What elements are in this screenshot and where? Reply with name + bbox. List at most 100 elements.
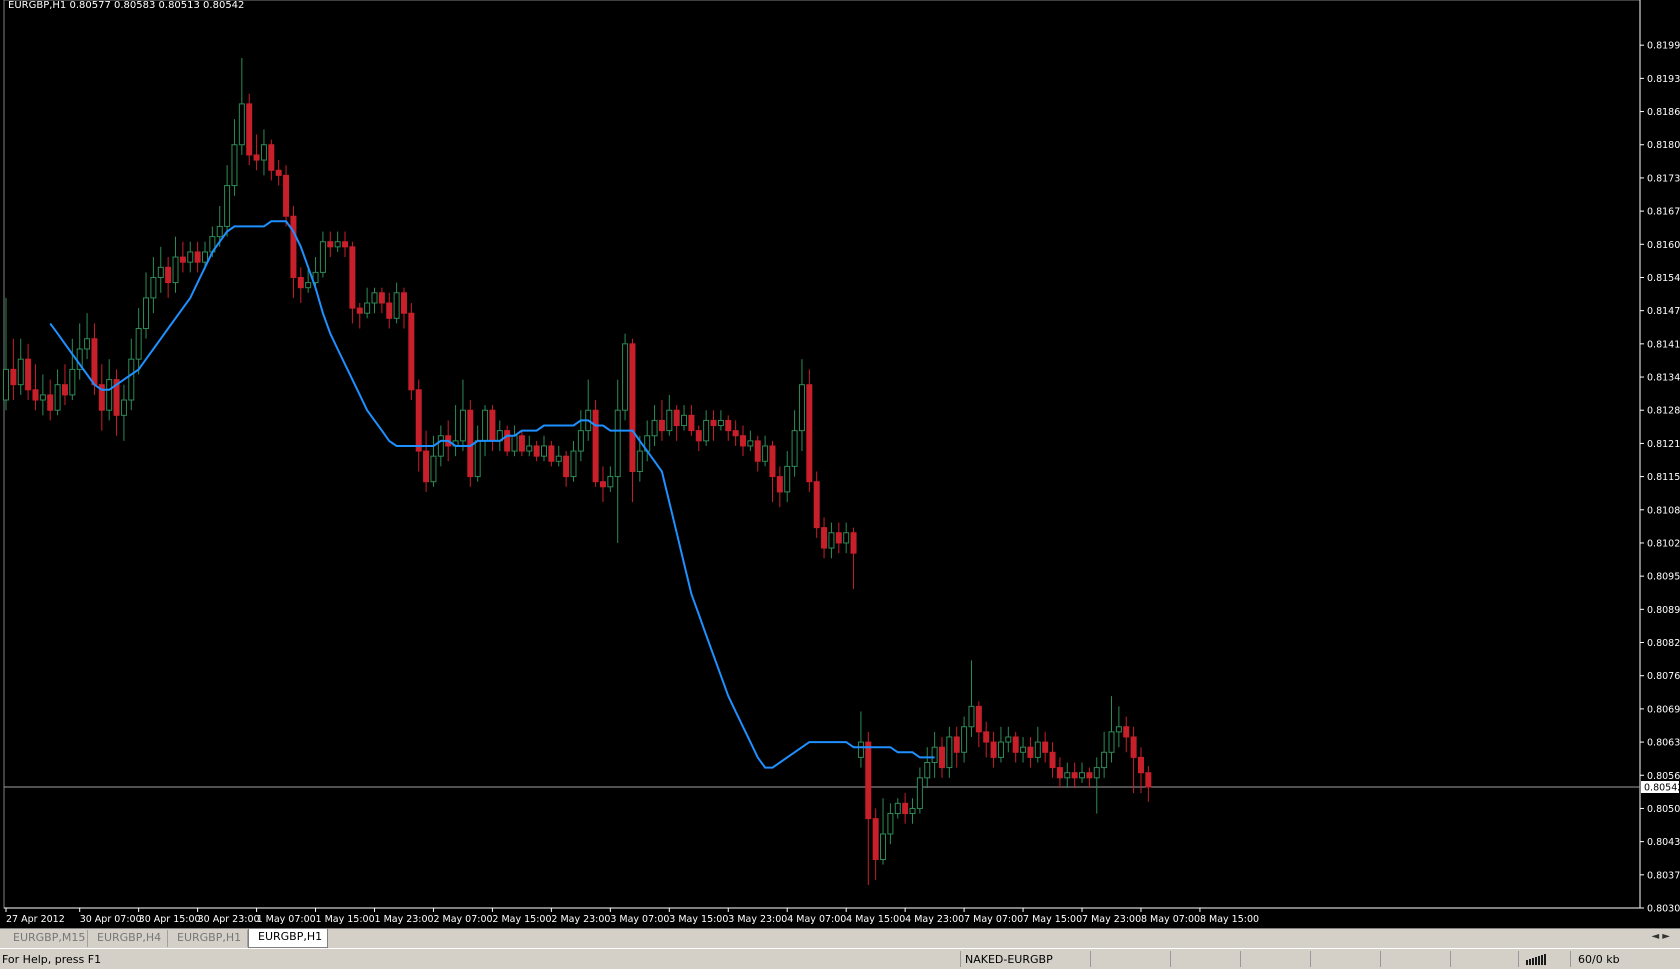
candle-body-bear (297, 276, 304, 289)
candle-body-bull (17, 358, 24, 386)
candle-body-bull (1079, 772, 1086, 779)
candles-group (3, 57, 1152, 886)
candle-body-bull (909, 807, 916, 815)
candle-body-bull (622, 343, 629, 411)
candle-body-bull (651, 419, 658, 437)
candle-body-bull (430, 455, 437, 483)
candle-body-bear (983, 731, 990, 743)
candle-body-bull (681, 414, 688, 427)
candle-body-bull (843, 532, 850, 544)
price-tick-label: 0.80435 (1647, 837, 1680, 848)
candle-body-bull (747, 440, 754, 447)
candle-body-bear (518, 435, 525, 452)
candle-body-bull (54, 384, 61, 411)
candle-body-bear (378, 292, 385, 304)
candle-body-bear (275, 169, 282, 176)
candle-body-bull (334, 241, 341, 248)
status-separator (960, 951, 961, 967)
candle-body-bull (570, 450, 577, 478)
candle-body-bull (3, 368, 9, 401)
tab-eurgbp-h1[interactable]: EURGBP,H1 (168, 930, 248, 947)
candle-body-bull (791, 430, 798, 467)
candle-body-bear (290, 215, 297, 278)
candle-body-bull (364, 302, 371, 314)
candle-body-bull (1108, 731, 1115, 753)
status-separator (1380, 951, 1381, 967)
candle-body-bear (902, 802, 909, 815)
price-tick-label: 0.80955 (1647, 572, 1680, 583)
status-separator (1518, 951, 1519, 967)
candle-body-bear (1056, 767, 1063, 779)
time-tick-label: 27 Apr 2012 (6, 914, 65, 925)
status-separator (1090, 951, 1091, 967)
candle-body-bull (120, 399, 127, 416)
price-tick-label: 0.80695 (1647, 704, 1680, 715)
tab-eurgbp-h4[interactable]: EURGBP,H4 (88, 930, 168, 947)
status-separator (1170, 951, 1171, 967)
candle-body-bull (84, 338, 91, 350)
candle-body-bear (1086, 772, 1093, 779)
candle-body-bear (1012, 736, 1019, 753)
time-tick-label: 8 May 15:00 (1200, 914, 1259, 925)
candle-body-bear (592, 409, 599, 483)
time-tick-label: 3 May 23:00 (728, 914, 787, 925)
price-tick-label: 0.81995 (1647, 41, 1680, 52)
candle-body-bull (238, 103, 245, 146)
candle-body-bear (253, 154, 260, 161)
price-tick-label: 0.81735 (1647, 173, 1680, 184)
tab-scroll-arrows[interactable]: ◄ ► (1651, 931, 1670, 942)
candle-body-bear (1071, 772, 1078, 779)
candle-body-bull (894, 802, 901, 815)
candle-body-bull (666, 409, 673, 432)
candle-body-bull (1115, 726, 1122, 733)
candle-body-bull (371, 292, 378, 304)
candle-body-bear (91, 338, 98, 386)
tab-eurgbp-m15[interactable]: EURGBP,M15 (4, 930, 88, 947)
candle-body-bull (916, 777, 923, 809)
candle-body-bull (201, 251, 208, 263)
candle-body-bull (717, 419, 724, 427)
time-tick-label: 2 May 15:00 (492, 914, 551, 925)
candle-body-bear (113, 379, 120, 416)
time-tick-label: 3 May 15:00 (669, 914, 728, 925)
candle-body-bull (526, 445, 533, 452)
price-tick-label: 0.81345 (1647, 373, 1680, 384)
candle-body-bear (467, 409, 474, 478)
time-tick-label: 7 May 15:00 (1023, 914, 1082, 925)
candle-body-bull (231, 144, 238, 187)
candle-body-bear (179, 256, 186, 263)
candle-body-bull (997, 741, 1004, 758)
time-tick-label: 30 Apr 07:00 (80, 914, 142, 925)
time-tick-label: 4 May 07:00 (787, 914, 846, 925)
candle-body-bull (577, 430, 584, 452)
candle-body-bull (312, 271, 319, 284)
candle-body-bull (703, 419, 710, 442)
price-tick-label: 0.81605 (1647, 240, 1680, 251)
candle-body-bull (474, 440, 481, 478)
candle-body-bear (953, 736, 960, 753)
tab-eurgbp-h1-active[interactable]: EURGBP,H1 (248, 929, 328, 948)
status-help-text: For Help, press F1 (2, 953, 102, 966)
candle-body-bear (1027, 746, 1034, 758)
candle-body-bull (828, 532, 835, 549)
candle-body-bear (1123, 726, 1130, 738)
candle-body-bear (1049, 751, 1056, 769)
candle-body-bear (865, 741, 872, 820)
candle-body-bull (260, 144, 267, 161)
candle-body-bull (1101, 751, 1108, 769)
candle-body-bear (599, 481, 606, 488)
candle-body-bear (423, 450, 430, 483)
candle-body-bear (754, 440, 761, 462)
candle-body-bull (128, 358, 135, 401)
price-tick-label: 0.80565 (1647, 771, 1680, 782)
status-separator (1450, 951, 1451, 967)
candle-body-bull (305, 282, 312, 289)
